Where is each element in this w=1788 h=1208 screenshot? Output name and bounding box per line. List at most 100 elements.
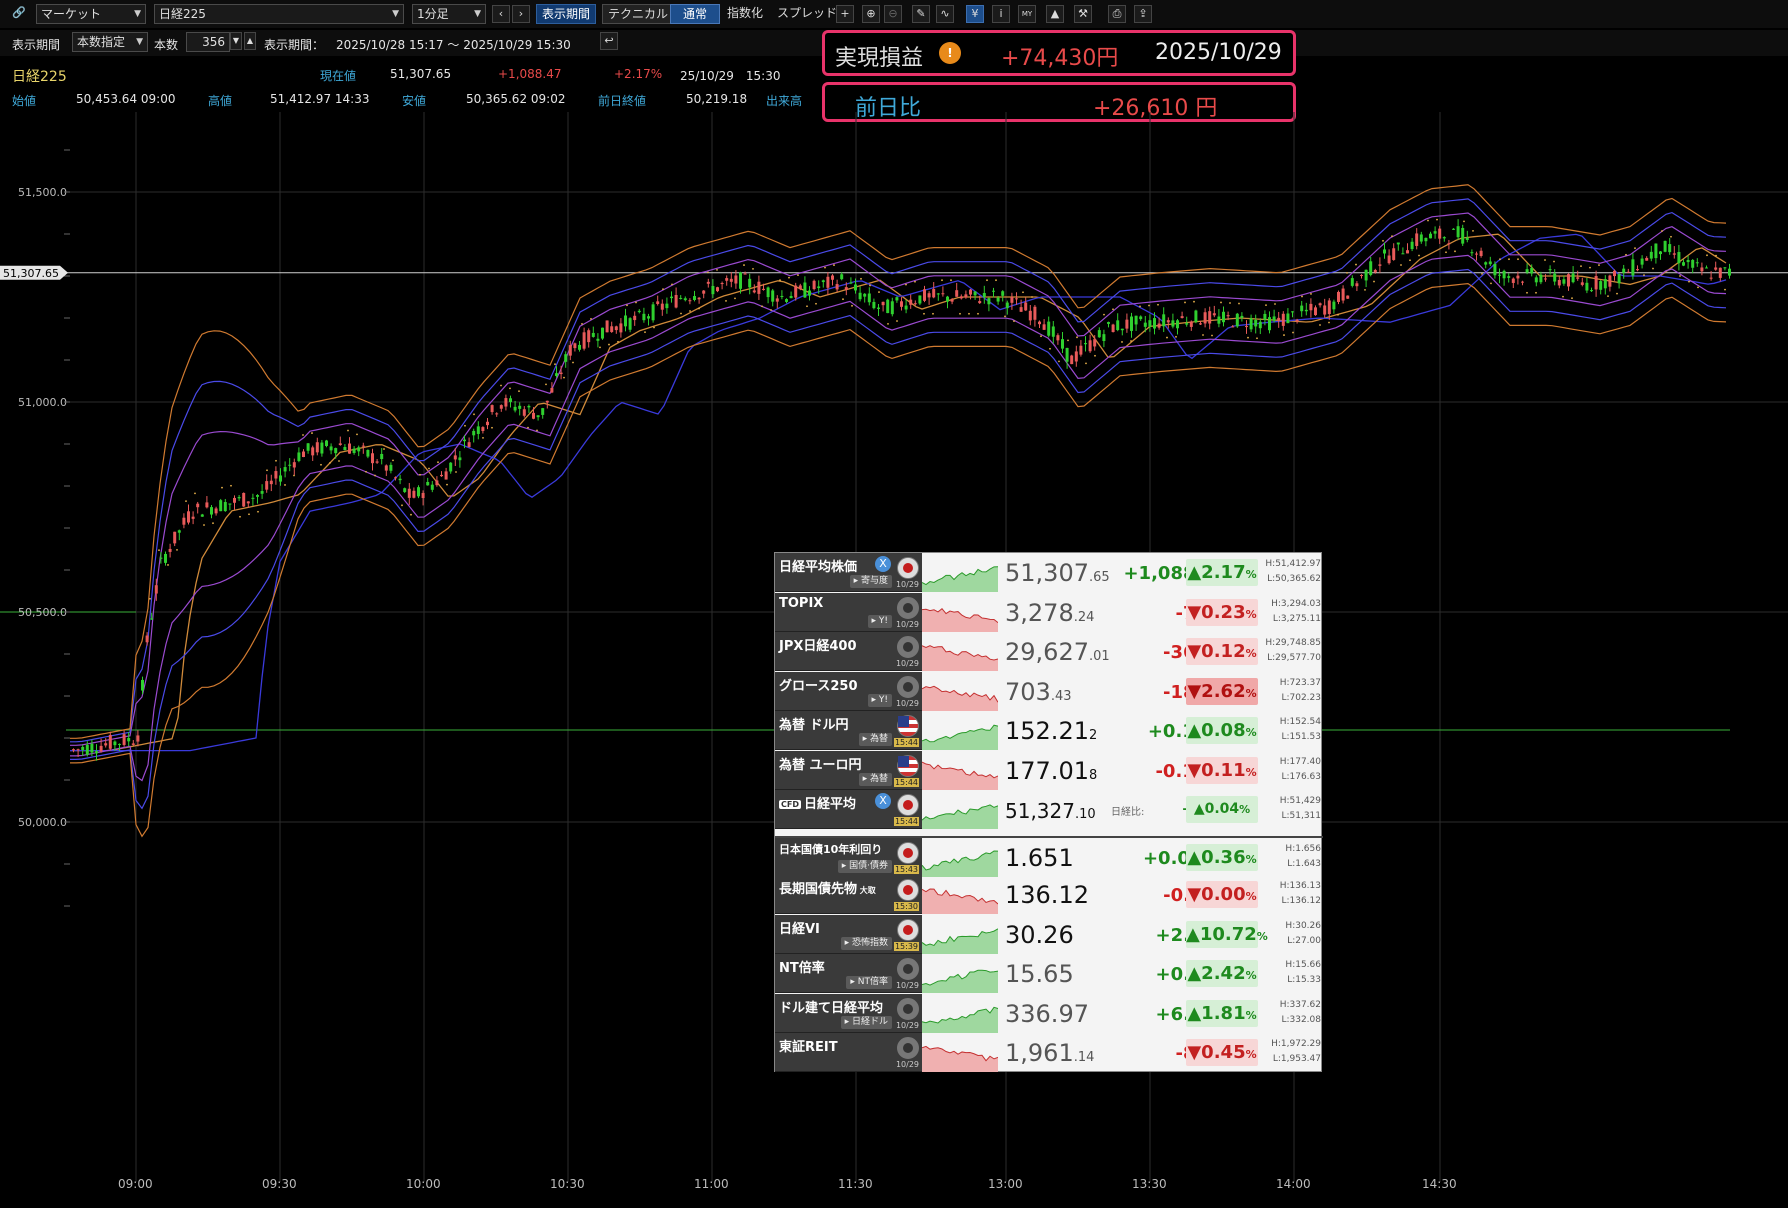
market-name-cell[interactable]: 日経平均株価 ▸ 寄与度 X 10/29: [775, 553, 922, 592]
market-name-cell[interactable]: 為替 ドル円 ▸ 為替 15:44: [775, 711, 922, 750]
market-name-cell[interactable]: 為替 ユーロ円 ▸ 為替 15:44: [775, 750, 922, 790]
spread-button[interactable]: スプレッド: [777, 6, 838, 20]
market-name-cell[interactable]: NT倍率 ▸ NT倍率 10/29: [775, 954, 922, 993]
market-row[interactable]: 日経平均株価▸ 寄与度X10/2951,307.65+1,088.47▲2.17…: [775, 553, 1323, 592]
candle-body: [1387, 255, 1391, 264]
sar-dot: [1679, 275, 1681, 277]
market-name-cell[interactable]: 長期国債先物 大取 15:30: [775, 875, 922, 914]
candle-body: [1378, 264, 1382, 266]
sar-dot: [653, 326, 655, 329]
mode-select[interactable]: 本数指定 ▼: [72, 32, 148, 52]
candle-body: [1061, 339, 1064, 349]
candle-body: [1507, 276, 1511, 278]
market-row[interactable]: CFD日経平均X15:4451,327.10日経比:+19▲0.04%H:51,…: [775, 790, 1323, 829]
market-row[interactable]: 為替 ドル円▸ 為替15:44152.212+0.121▲0.08%H:152.…: [775, 711, 1323, 750]
candle-body: [1465, 237, 1469, 240]
market-name-cell[interactable]: ドル建て日経平均 ▸ 日経ドル 10/29: [775, 993, 922, 1033]
market-name-cell[interactable]: TOPIX ▸ Y! 10/29: [775, 592, 922, 632]
market-row[interactable]: 日本国債10年利回り ▸ 国債·債券 15:43 1.651 +0.006 ▲0.36% H…: [775, 835, 1323, 877]
candle-body: [1051, 326, 1055, 337]
area-chart-icon[interactable]: ▲: [1046, 5, 1064, 23]
market-sub-link[interactable]: ▸ NT倍率: [846, 976, 892, 989]
candle-body: [1093, 339, 1097, 347]
sar-dot: [1157, 303, 1159, 306]
market-sub-link[interactable]: ▸ 日経ドル: [840, 1015, 892, 1029]
candle-body: [1291, 311, 1294, 313]
market-sub-link[interactable]: ▸ 恐怖指数: [840, 936, 892, 950]
sar-dot: [1454, 250, 1456, 253]
market-row[interactable]: TOPIX▸ Y!10/293,278.24-7.63▼0.23%H:3,294…: [775, 592, 1323, 632]
market-sub-link[interactable]: ▸ Y!: [867, 614, 892, 628]
info-icon[interactable]: i: [992, 5, 1010, 23]
candle-body: [513, 406, 517, 411]
candle-body: [1189, 321, 1193, 327]
sar-dot: [1472, 229, 1474, 232]
stepper-up-icon[interactable]: ▲: [244, 32, 256, 50]
market-sub-link[interactable]: ▸ 為替: [858, 772, 892, 786]
technical-button[interactable]: テクニカル: [602, 4, 675, 24]
market-name: グロース250: [779, 678, 858, 694]
sar-dot: [221, 486, 223, 489]
candle-body: [348, 443, 351, 454]
x-share-icon[interactable]: X: [875, 556, 891, 572]
market-row[interactable]: 長期国債先物 大取15:30136.12-0.01▼0.00%H:136.13L…: [775, 875, 1323, 914]
prev-arrow-icon[interactable]: ‹: [492, 5, 510, 23]
market-name-cell[interactable]: JPX日経400 10/29: [775, 632, 922, 671]
sar-dot: [392, 459, 394, 462]
market-sub-link[interactable]: ▸ 寄与度: [849, 575, 892, 588]
link-icon[interactable]: 🔗: [12, 6, 26, 19]
market-name-cell[interactable]: グロース250 ▸ Y! 10/29: [775, 671, 922, 711]
sparkline-line: [921, 1045, 999, 1062]
pencil-icon[interactable]: ✎: [912, 5, 930, 23]
zoom-in-icon[interactable]: ⊕: [862, 5, 880, 23]
sar-dot: [1193, 300, 1195, 303]
candle-body: [1470, 252, 1474, 254]
market-sub-link[interactable]: ▸ Y!: [867, 693, 892, 707]
market-sub-link[interactable]: ▸ 為替: [858, 733, 892, 746]
wrench-icon[interactable]: ⚒: [1074, 5, 1092, 23]
count-input[interactable]: 356: [186, 32, 230, 52]
market-name-cell[interactable]: 日本国債10年利回り ▸ 国債·債券 15:43: [775, 837, 922, 877]
market-name: JPX日経400: [779, 639, 857, 654]
market-row[interactable]: NT倍率▸ NT倍率10/2915.65+0.37▲2.42%H:15.66L:…: [775, 954, 1323, 993]
market-name-cell[interactable]: 日経VI ▸ 恐怖指数 15:39: [775, 914, 922, 954]
yen-icon[interactable]: ¥: [966, 5, 984, 23]
next-arrow-icon[interactable]: ›: [512, 5, 530, 23]
market-name-cell[interactable]: 東証REIT 10/29: [775, 1033, 922, 1072]
sar-dot: [1553, 260, 1555, 263]
export-icon[interactable]: ⇪: [1134, 5, 1152, 23]
market-row[interactable]: 為替 ユーロ円▸ 為替15:44177.018-0.189▼0.11%H:177…: [775, 750, 1323, 790]
zoom-out-icon[interactable]: ⊖: [884, 5, 902, 23]
stepper-down-icon[interactable]: ▼: [230, 32, 242, 50]
normal-button[interactable]: 通常: [670, 4, 720, 24]
market-name-cell[interactable]: CFD 日経平均 X 15:44: [775, 790, 922, 829]
reset-icon[interactable]: ↩: [600, 32, 618, 50]
sar-dot: [1490, 282, 1492, 285]
crosshair-icon[interactable]: +: [836, 5, 854, 23]
market-row[interactable]: 東証REIT10/291,961.14-8.87▼0.45%H:1,972.29…: [775, 1033, 1323, 1072]
interval-select[interactable]: 1分足 ▼: [412, 4, 486, 24]
index-button[interactable]: 指数化: [727, 6, 764, 20]
candle-body: [283, 467, 287, 472]
period-button[interactable]: 表示期間: [536, 4, 597, 24]
sar-dot: [473, 413, 475, 416]
print-icon[interactable]: ⎙: [1108, 5, 1126, 23]
my-icon[interactable]: MY: [1018, 5, 1036, 23]
market-row[interactable]: グロース250▸ Y!10/29703.43-18.95▼2.62%H:723.…: [775, 671, 1323, 711]
market-high: H:3,294.03: [1271, 598, 1321, 609]
sar-dot: [419, 473, 421, 476]
sar-dot: [752, 267, 754, 270]
market-row[interactable]: ドル建て日経平均▸ 日経ドル10/29336.97+6.00▲1.81%H:33…: [775, 993, 1323, 1033]
x-share-icon[interactable]: X: [875, 793, 891, 809]
symbol-select[interactable]: 日経225 ▼: [154, 4, 404, 24]
market-select[interactable]: マーケット ▼: [36, 4, 146, 24]
sar-dot: [896, 320, 898, 322]
candle-body: [1203, 312, 1207, 324]
sar-dot: [941, 279, 943, 282]
wave-icon[interactable]: ∿: [936, 5, 954, 23]
market-row[interactable]: 日経VI▸ 恐怖指数15:3930.26+2.93▲10.72%H:30.26L…: [775, 914, 1323, 954]
market-sub-link[interactable]: ▸ 国債·債券: [837, 859, 892, 873]
sar-dot: [1571, 297, 1573, 300]
market-row[interactable]: JPX日経40010/2929,627.01-36.06▼0.12%H:29,7…: [775, 632, 1323, 671]
candle-body: [136, 735, 140, 742]
